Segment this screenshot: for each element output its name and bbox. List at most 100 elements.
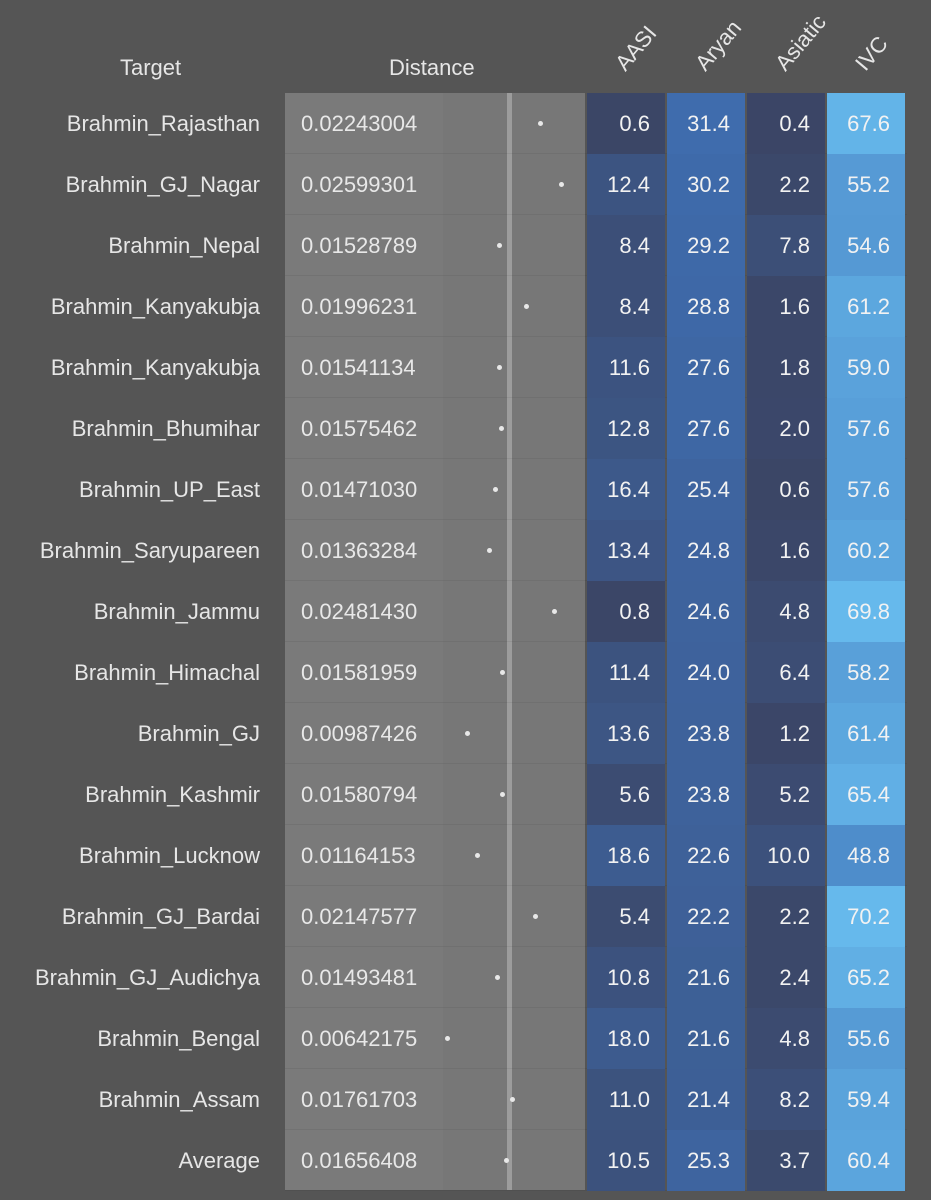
component-cell-aryan: 28.8 <box>667 276 745 337</box>
component-cell-asiatic: 1.6 <box>747 276 825 337</box>
component-cell-aasi: 0.6 <box>587 93 665 154</box>
distance-value: 0.01575462 <box>301 416 418 441</box>
component-cell-asiatic: 3.7 <box>747 1130 825 1191</box>
table-row: Brahmin_Lucknow 0.01164153 18.6 22.6 10.0 48.… <box>0 825 931 886</box>
component-cell-ivc: 69.8 <box>827 581 905 642</box>
table-row: Brahmin_Bengal 0.00642175 18.0 21.6 4.8 55.6 <box>0 1008 931 1069</box>
target-label: Average <box>178 1148 260 1173</box>
table-row: Brahmin_Nepal 0.01528789 8.4 29.2 7.8 54.6 <box>0 215 931 276</box>
header-distance: Distance <box>389 55 475 80</box>
component-cell-aryan: 21.6 <box>667 1008 745 1069</box>
component-cell-asiatic: 2.2 <box>747 886 825 947</box>
component-cell-aryan: 21.6 <box>667 947 745 1008</box>
table-row: Brahmin_GJ 0.00987426 13.6 23.8 1.2 61.4 <box>0 703 931 764</box>
distance-dot <box>496 243 502 248</box>
target-label: Brahmin_GJ_Audichya <box>34 965 260 990</box>
component-cell-aasi: 10.8 <box>587 947 665 1008</box>
component-cell-asiatic: 2.2 <box>747 154 825 215</box>
table-row: Brahmin_Saryupareen 0.01363284 13.4 24.8 1.6… <box>0 520 931 581</box>
component-cell-aasi: 11.6 <box>587 337 665 398</box>
table-row: Brahmin_Jammu 0.02481430 0.8 24.6 4.8 69.8 <box>0 581 931 642</box>
distance-value: 0.01493481 <box>301 965 418 990</box>
component-cell-aryan: 30.2 <box>667 154 745 215</box>
component-cell-ivc: 67.6 <box>827 93 905 154</box>
target-label: Brahmin_Kanyakubja <box>50 294 260 319</box>
distance-dot <box>445 1036 450 1041</box>
distance-dot <box>487 548 492 553</box>
component-cell-aasi: 8.4 <box>587 215 665 276</box>
component-cell-aasi: 8.4 <box>587 276 665 337</box>
average-distance-line <box>507 93 513 1190</box>
component-cell-asiatic: 5.2 <box>747 764 825 825</box>
distance-dot <box>499 426 505 431</box>
header-target: Target <box>120 55 182 80</box>
component-cell-asiatic: 2.0 <box>747 398 825 459</box>
component-cell-asiatic: 6.4 <box>747 642 825 703</box>
table-row: Brahmin_GJ_Nagar 0.02599301 12.4 30.2 2.2 55.… <box>0 154 931 215</box>
distance-dot <box>532 914 538 919</box>
component-cell-aryan: 24.0 <box>667 642 745 703</box>
target-label: Brahmin_Bhumihar <box>71 416 260 441</box>
distance-dot <box>494 975 500 980</box>
distance-value: 0.01363284 <box>301 538 418 563</box>
target-label: Brahmin_GJ_Nagar <box>65 172 260 197</box>
target-label: Brahmin_Kashmir <box>85 782 260 807</box>
distance-value: 0.02599301 <box>301 172 418 197</box>
target-label: Brahmin_GJ_Bardai <box>61 904 260 929</box>
distance-value: 0.01581959 <box>301 660 418 685</box>
component-cell-ivc: 59.0 <box>827 337 905 398</box>
target-label: Brahmin_Nepal <box>108 233 260 258</box>
component-cell-ivc: 65.4 <box>827 764 905 825</box>
component-cell-aasi: 10.5 <box>587 1130 665 1191</box>
component-cell-ivc: 55.2 <box>827 154 905 215</box>
component-cell-asiatic: 0.6 <box>747 459 825 520</box>
target-label: Brahmin_UP_East <box>79 477 260 502</box>
distance-dot <box>499 792 505 797</box>
target-label: Brahmin_Himachal <box>74 660 260 685</box>
component-cell-aryan: 23.8 <box>667 703 745 764</box>
component-cell-asiatic: 8.2 <box>747 1069 825 1130</box>
target-label: Brahmin_Rajasthan <box>66 111 260 136</box>
component-cell-asiatic: 0.4 <box>747 93 825 154</box>
component-cell-asiatic: 7.8 <box>747 215 825 276</box>
distance-value: 0.02481430 <box>301 599 418 624</box>
component-cell-aasi: 12.4 <box>587 154 665 215</box>
component-cell-aasi: 11.4 <box>587 642 665 703</box>
target-label: Brahmin_Assam <box>98 1087 260 1112</box>
target-label: Brahmin_GJ <box>137 721 260 746</box>
component-cell-aryan: 27.6 <box>667 337 745 398</box>
distance-dot <box>504 1158 510 1163</box>
distance-value: 0.01528789 <box>301 233 418 258</box>
distance-value: 0.01164153 <box>301 843 416 868</box>
distance-value: 0.02243004 <box>301 111 418 136</box>
component-cell-asiatic: 10.0 <box>747 825 825 886</box>
component-cell-aryan: 21.4 <box>667 1069 745 1130</box>
component-cell-aasi: 18.0 <box>587 1008 665 1069</box>
component-cell-asiatic: 1.2 <box>747 703 825 764</box>
component-cell-aryan: 24.8 <box>667 520 745 581</box>
component-cell-aryan: 25.4 <box>667 459 745 520</box>
component-cell-aasi: 12.8 <box>587 398 665 459</box>
component-cell-ivc: 48.8 <box>827 825 905 886</box>
component-cell-ivc: 55.6 <box>827 1008 905 1069</box>
target-label: Brahmin_Kanyakubja <box>50 355 260 380</box>
distance-dot <box>538 121 544 126</box>
target-label: Brahmin_Saryupareen <box>39 538 260 563</box>
component-cell-ivc: 60.4 <box>827 1130 905 1191</box>
component-cell-ivc: 57.6 <box>827 398 905 459</box>
component-cell-ivc: 54.6 <box>827 215 905 276</box>
header-ivc: IVC <box>850 31 893 76</box>
distance-dot <box>552 609 558 614</box>
distance-dot <box>497 365 503 370</box>
component-cell-aryan: 25.3 <box>667 1130 745 1191</box>
distance-dot <box>499 670 505 675</box>
component-cell-aasi: 0.8 <box>587 581 665 642</box>
component-cell-ivc: 59.4 <box>827 1069 905 1130</box>
header-asiatic: Asiatic <box>770 9 831 76</box>
distance-value: 0.01471030 <box>301 477 418 502</box>
component-cell-aasi: 16.4 <box>587 459 665 520</box>
table-row: Average 0.01656408 10.5 25.3 3.7 60.4 <box>0 1130 931 1191</box>
table-row: Brahmin_Kanyakubja 0.01996231 8.4 28.8 1.6 61… <box>0 276 931 337</box>
component-cell-aryan: 22.2 <box>667 886 745 947</box>
table-row: Brahmin_UP_East 0.01471030 16.4 25.4 0.6 57.6 <box>0 459 931 520</box>
